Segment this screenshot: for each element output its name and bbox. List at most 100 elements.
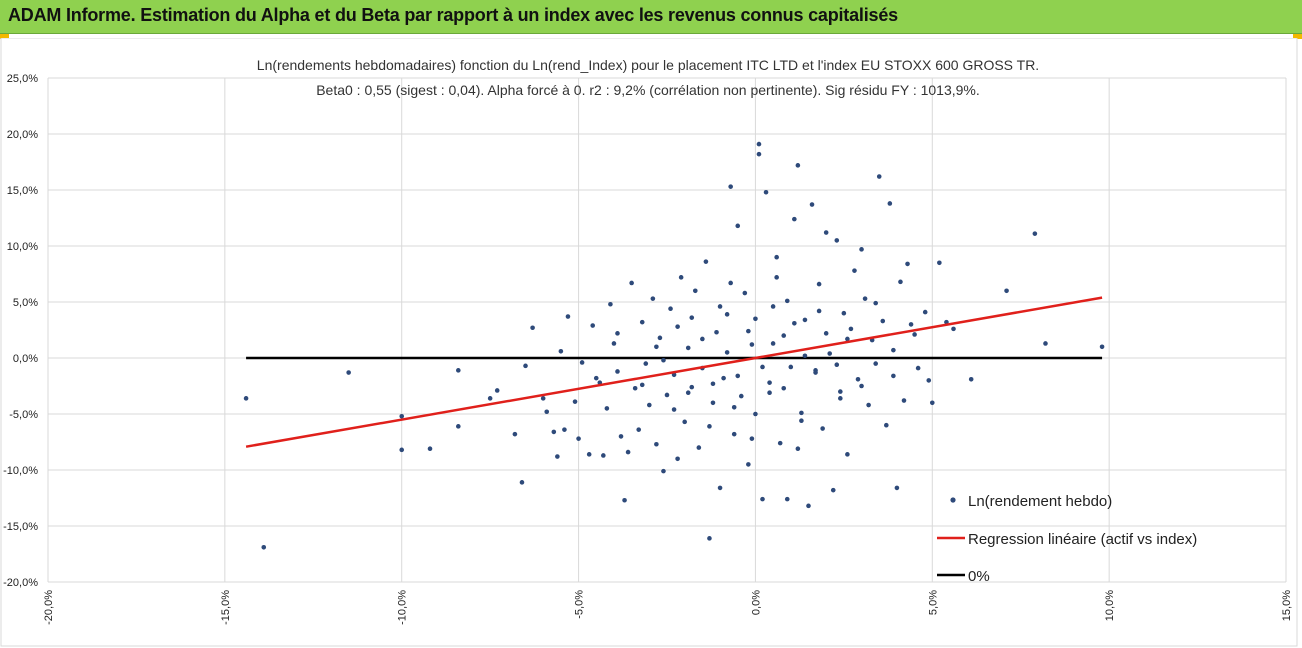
header-accent-right: [1293, 34, 1302, 39]
data-point: [685, 390, 691, 396]
data-point: [884, 422, 889, 428]
data-point: [590, 323, 596, 328]
data-point: [816, 281, 822, 287]
data-point: [756, 141, 762, 147]
data-point: [859, 383, 864, 389]
regression-line: [245, 296, 1103, 448]
legend-label-zero: 0%: [968, 568, 990, 585]
data-point: [668, 306, 673, 312]
x-axis: -20,0% -15,0% -10,0% -5,0% 0,0% 5,0% 10,0% 15,0…: [43, 590, 1293, 625]
data-point: [834, 238, 840, 243]
data-point: [802, 317, 808, 323]
data-point: [671, 372, 677, 378]
data-point: [848, 326, 854, 332]
data-point: [770, 341, 776, 346]
legend-label-points: Ln(rendement hebdo): [968, 493, 1112, 510]
data-point: [604, 406, 610, 411]
data-point: [399, 447, 405, 453]
data-point: [746, 462, 751, 467]
data-point: [572, 399, 578, 404]
data-point: [622, 497, 627, 503]
data-point: [753, 316, 758, 322]
data-point: [721, 375, 726, 381]
data-point: [636, 427, 642, 432]
data-point: [742, 290, 748, 296]
data-point: [678, 275, 684, 280]
data-point: [647, 402, 652, 408]
data-point: [601, 453, 606, 458]
scatter-chart: Ln(rendements hebdomadaires) fonction du…: [0, 38, 1298, 647]
data-point: [784, 298, 790, 304]
report-header: ADAM Informe. Estimation du Alpha et du …: [0, 0, 1302, 34]
data-point: [852, 268, 857, 273]
header-accent-left: [0, 34, 9, 39]
data-point: [788, 364, 794, 370]
data-point: [838, 396, 843, 401]
data-point: [784, 496, 790, 502]
data-point: [841, 310, 847, 316]
data-point: [905, 261, 910, 267]
data-point: [615, 331, 620, 336]
data-point: [901, 398, 907, 403]
y-tick-label: 0,0%: [13, 353, 38, 365]
data-point: [551, 429, 557, 435]
x-tick-label: -10,0%: [397, 590, 409, 625]
data-point: [908, 322, 914, 327]
data-point: [576, 436, 581, 441]
legend-label-regression: Regression linéaire (actif vs index): [968, 531, 1197, 548]
data-point: [593, 375, 599, 381]
data-point: [261, 544, 267, 550]
data-point: [738, 393, 744, 399]
data-point: [873, 361, 878, 366]
data-point: [951, 326, 956, 332]
data-point: [625, 449, 631, 455]
chart-title-line1: Ln(rendements hebdomadaires) fonction du…: [257, 57, 1039, 73]
data-point: [707, 536, 712, 541]
data-point: [866, 402, 871, 408]
legend-marker-points: [950, 497, 956, 503]
y-tick-label: -20,0%: [3, 577, 38, 589]
data-point: [799, 410, 804, 416]
data-point: [724, 350, 730, 355]
data-point: [703, 259, 709, 264]
y-tick-label: -10,0%: [3, 465, 38, 477]
y-tick-label: -5,0%: [9, 409, 38, 421]
data-point: [558, 348, 564, 354]
data-point: [661, 468, 666, 474]
data-point: [717, 485, 723, 491]
data-point: [915, 365, 921, 371]
data-point: [629, 280, 634, 286]
data-point: [735, 223, 741, 229]
data-point: [968, 376, 974, 382]
data-point: [894, 485, 900, 491]
data-point: [876, 174, 882, 179]
data-point: [1004, 288, 1009, 294]
data-point: [795, 163, 801, 168]
data-point: [926, 378, 932, 383]
data-point: [767, 380, 772, 385]
x-tick-label: 15,0%: [1281, 590, 1293, 621]
data-point: [456, 368, 461, 373]
data-point: [845, 336, 850, 342]
data-point: [346, 370, 351, 375]
data-point: [586, 452, 592, 457]
data-point: [675, 456, 680, 462]
data-point: [891, 373, 896, 379]
y-tick-label: 15,0%: [7, 185, 38, 197]
data-point: [682, 419, 687, 425]
x-tick-label: 0,0%: [750, 590, 762, 615]
data-point: [838, 389, 843, 394]
data-point: [792, 216, 797, 222]
x-tick-label: -5,0%: [574, 590, 586, 619]
data-point: [823, 331, 829, 336]
data-point: [845, 452, 850, 457]
data-point: [692, 288, 698, 294]
data-point: [1099, 344, 1105, 350]
data-point: [823, 230, 829, 235]
data-point: [777, 440, 783, 446]
report-title: ADAM Informe. Estimation du Alpha et du …: [8, 5, 898, 25]
data-point: [763, 189, 769, 195]
data-point: [760, 364, 765, 370]
data-point: [700, 336, 705, 342]
data-point: [710, 400, 716, 406]
